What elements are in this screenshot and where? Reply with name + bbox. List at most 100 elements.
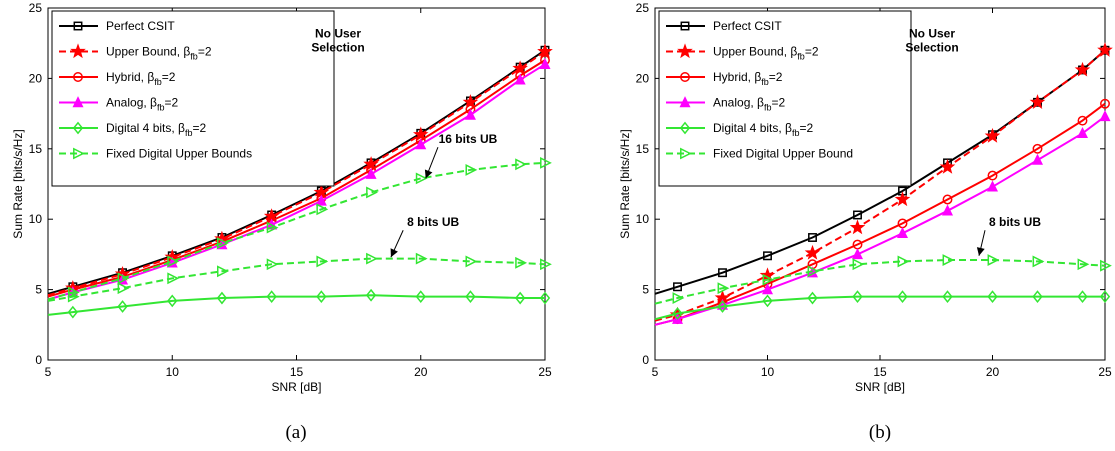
- data-point: [851, 248, 864, 260]
- data-point: [673, 282, 682, 292]
- y-axis-label: Sum Rate [bits/s/Hz]: [11, 129, 25, 238]
- data-point: [941, 204, 954, 216]
- data-point: [539, 58, 551, 70]
- data-point: [894, 191, 911, 207]
- data-point: [1029, 94, 1046, 109]
- data-point: [1076, 126, 1089, 139]
- data-point: [465, 255, 478, 268]
- data-point: [465, 164, 478, 176]
- y-tick-label: 15: [636, 142, 650, 156]
- data-point: [717, 300, 728, 313]
- y-axis-label: Sum Rate [bits/s/Hz]: [618, 129, 632, 238]
- legend-entry: Perfect CSIT: [106, 19, 175, 33]
- data-point: [897, 255, 910, 268]
- series-digital-4-bits-fb-2: [47, 288, 551, 319]
- data-point: [717, 282, 730, 295]
- data-point: [672, 292, 685, 304]
- series-line: [47, 50, 546, 297]
- x-tick-label: 25: [538, 365, 552, 379]
- series-line: [47, 294, 545, 316]
- series-line: [654, 102, 1106, 326]
- annotation-label: No User: [315, 27, 361, 41]
- legend-marker: [73, 72, 83, 82]
- annotation-arrowhead: [976, 247, 985, 256]
- series-hybrid-fb-2: [654, 98, 1110, 326]
- data-point: [804, 244, 821, 260]
- annotation-label: Selection: [311, 41, 364, 55]
- annotation-label: 16 bits UB: [439, 132, 498, 146]
- data-point: [1097, 42, 1113, 57]
- annotation-label: No User: [909, 27, 955, 41]
- data-point: [939, 158, 956, 174]
- data-point: [718, 268, 727, 278]
- legend: Perfect CSIT Upper Bound, βfb=2 Hybrid, βf…: [658, 10, 912, 187]
- legend-entry: Analog, βfb=2: [106, 96, 178, 113]
- legend-entry: Perfect CSIT: [713, 19, 782, 33]
- data-point: [852, 258, 865, 271]
- data-point: [1077, 258, 1090, 271]
- data-point: [67, 305, 79, 319]
- legend-entry: Fixed Digital Upper Bounds: [106, 147, 252, 161]
- series-digital-4-bits-fb-2: [654, 290, 1111, 321]
- data-point: [897, 290, 908, 304]
- legend-marker: [70, 43, 86, 59]
- data-point: [762, 294, 773, 308]
- data-point: [763, 251, 772, 261]
- data-point: [942, 254, 955, 266]
- legend-entry: Digital 4 bits, βfb=2: [106, 121, 206, 138]
- x-tick-label: 15: [873, 365, 887, 379]
- data-point: [415, 290, 426, 304]
- data-point: [316, 203, 329, 216]
- data-point: [987, 170, 998, 181]
- series-line: [47, 49, 546, 295]
- x-tick-label: 5: [652, 365, 659, 379]
- figure-caption: (a): [285, 422, 306, 443]
- series-upper-bound-fb-2: [654, 42, 1113, 322]
- data-point: [366, 186, 378, 199]
- legend-marker: [680, 72, 690, 82]
- data-point: [1032, 143, 1043, 154]
- x-tick-label: 20: [986, 365, 1000, 379]
- data-point: [67, 286, 80, 299]
- data-point: [117, 300, 128, 313]
- y-tick-label: 10: [29, 212, 43, 226]
- data-point: [852, 290, 863, 304]
- data-point: [316, 290, 327, 304]
- legend-marker: [677, 43, 693, 59]
- data-point: [514, 73, 526, 85]
- legend-marker: [680, 147, 692, 160]
- x-tick-label: 5: [45, 365, 52, 379]
- data-point: [266, 290, 277, 304]
- annotation-label: 8 bits UB: [407, 215, 459, 229]
- data-point: [167, 255, 180, 268]
- data-point: [217, 237, 229, 250]
- data-point: [759, 267, 776, 283]
- legend-marker: [72, 96, 84, 108]
- x-tick-label: 10: [166, 365, 180, 379]
- legend-entry: Upper Bound, βfb=2: [713, 45, 819, 62]
- legend: Perfect CSIT Upper Bound, βfb=2 Hybrid, βf…: [51, 10, 335, 187]
- data-point: [1031, 153, 1044, 165]
- data-point: [1032, 255, 1045, 268]
- series-line: [654, 259, 1106, 305]
- data-point: [117, 272, 130, 285]
- legend-marker: [680, 21, 690, 31]
- data-point: [986, 180, 999, 192]
- legend-marker: [73, 147, 85, 160]
- data-point: [807, 291, 818, 305]
- data-point: [540, 258, 552, 271]
- annotation-arrowhead: [424, 169, 433, 179]
- data-point: [514, 291, 526, 305]
- data-point: [365, 167, 377, 179]
- y-tick-label: 25: [29, 1, 43, 15]
- data-point: [808, 233, 817, 242]
- legend-marker: [72, 121, 84, 135]
- annotation-arrowhead: [390, 248, 398, 258]
- y-tick-label: 15: [29, 142, 43, 156]
- annotation-label: Selection: [905, 41, 958, 55]
- data-point: [464, 108, 476, 120]
- data-point: [117, 282, 130, 295]
- x-tick-label: 25: [1098, 365, 1112, 379]
